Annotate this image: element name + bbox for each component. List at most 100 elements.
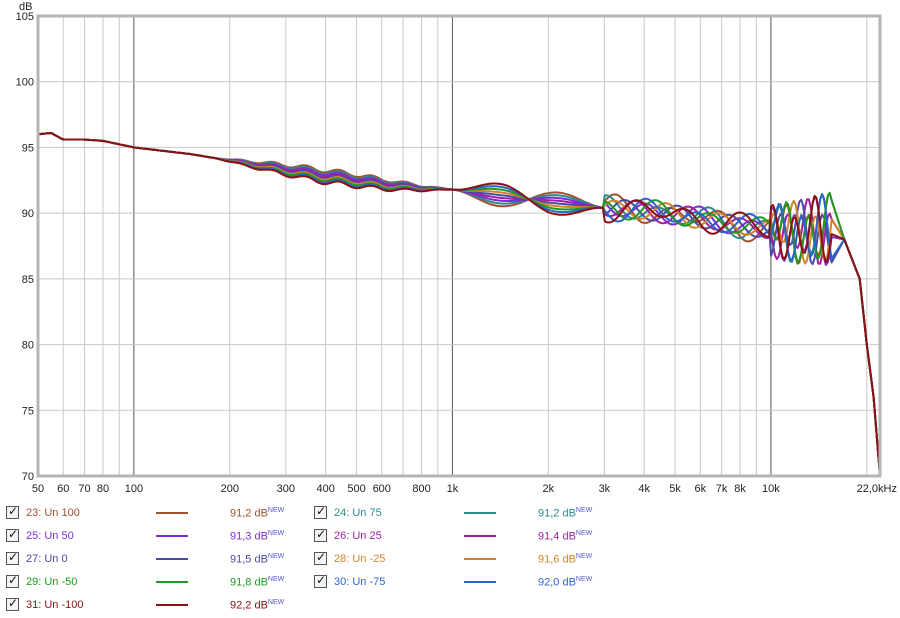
grid-layer [37,15,880,477]
y-tick-label: 105 [16,11,34,23]
x-tick-label: 60 [57,483,69,495]
legend-label: 27: Un 0 [26,553,68,565]
legend-value-text: 91,6 dB [538,553,576,566]
legend-value-text: 91,5 dB [230,553,268,566]
legend-item[interactable]: 28: Un -25 91,6 dBNEW [314,549,614,571]
plot-border [36,14,882,478]
x-tick-label: 6k [694,483,706,495]
legend-swatch [464,558,496,560]
legend-value-text: 91,2 dB [230,507,268,520]
x-tick-label: 7k [716,483,728,495]
legend-value-text: 92,0 dB [538,576,576,589]
legend-value-text: 91,3 dB [230,530,268,543]
x-tick-label: 80 [97,483,109,495]
legend-swatch [156,604,188,606]
legend-checkbox[interactable] [314,504,327,519]
legend-value: 91,4 dBNEW [538,530,618,543]
legend-swatch [464,512,496,514]
legend-label: 31: Un -100 [26,599,84,611]
y-tick-label: 85 [22,274,34,286]
legend-new-badge: NEW [575,507,593,514]
legend-value: 91,8 dBNEW [230,576,310,589]
x-tick-label: 800 [412,483,430,495]
legend-swatch [464,535,496,537]
y-tick-label: 70 [22,471,34,483]
x-tick-label: 200 [221,483,239,495]
x-tick-label: 400 [316,483,334,495]
legend-new-badge: NEW [267,507,285,514]
legend-new-badge: NEW [575,576,593,583]
x-tick-label: 1k [447,483,459,495]
x-tick-label: 300 [277,483,295,495]
series-layer [38,132,880,476]
x-tick-label: 4k [638,483,650,495]
legend-swatch [156,558,188,560]
legend-item[interactable]: 30: Un -75 92,0 dBNEW [314,572,614,594]
legend-label: 23: Un 100 [26,507,80,519]
legend-checkbox[interactable] [6,573,19,588]
legend-item[interactable]: 29: Un -50 91,8 dBNEW [6,572,306,594]
legend-label: 25: Un 50 [26,530,74,542]
legend-value: 91,3 dBNEW [230,530,310,543]
y-tick-label: 100 [16,77,34,89]
legend-item[interactable]: 31: Un -100 92,2 dBNEW [6,595,306,617]
legend-checkbox[interactable] [6,504,19,519]
y-tick-label: 75 [22,405,34,417]
legend-value-text: 92,2 dB [230,599,268,612]
legend-label: 26: Un 25 [334,530,382,542]
legend-new-badge: NEW [267,530,285,537]
legend-item[interactable]: 26: Un 25 91,4 dBNEW [314,526,614,548]
legend-label: 29: Un -50 [26,576,78,588]
x-tick-label: 50 [32,483,44,495]
legend-checkbox[interactable] [314,527,327,542]
legend-label: 30: Un -75 [334,576,386,588]
legend-item[interactable]: 27: Un 0 91,5 dBNEW [6,549,306,571]
legend-checkbox[interactable] [6,596,19,611]
legend-value-text: 91,4 dB [538,530,576,543]
legend-checkbox[interactable] [6,527,19,542]
legend-value: 92,0 dBNEW [538,576,618,589]
legend-new-badge: NEW [267,599,285,606]
x-tick-label: 100 [125,483,143,495]
legend-value-text: 91,8 dB [230,576,268,589]
legend-new-badge: NEW [575,553,593,560]
legend-checkbox[interactable] [314,573,327,588]
legend-label: 28: Un -25 [334,553,386,565]
legend-new-badge: NEW [575,530,593,537]
legend-checkbox[interactable] [314,550,327,565]
y-tick-label: 95 [22,142,34,154]
x-tick-label: 3k [599,483,611,495]
x-tick-label: 10k [762,483,780,495]
x-tick-label: 22,0kHz [857,483,897,495]
x-tick-label: 5k [669,483,681,495]
legend-value: 91,6 dBNEW [538,553,618,566]
x-tick-label: 70 [78,483,90,495]
legend-item[interactable]: 25: Un 50 91,3 dBNEW [6,526,306,548]
legend-item[interactable]: 23: Un 100 91,2 dBNEW [6,503,306,525]
x-tick-label: 500 [347,483,365,495]
x-tick-label: 8k [734,483,746,495]
y-tick-label: 80 [22,340,34,352]
legend-checkbox[interactable] [6,550,19,565]
legend-item[interactable]: 24: Un 75 91,2 dBNEW [314,503,614,525]
frequency-response-chart: 70 75 80 85 90 95 100 105 50 60 70 80 100 200 300 400 50… [16,1,897,495]
legend-swatch [464,581,496,583]
legend-value: 91,2 dBNEW [538,507,618,520]
legend-new-badge: NEW [267,576,285,583]
y-tick-label: 90 [22,208,34,220]
legend-value-text: 91,2 dB [538,507,576,520]
legend-value: 92,2 dBNEW [230,599,310,612]
x-tick-label: 2k [542,483,554,495]
chart-svg: 70 75 80 85 90 95 100 105 50 60 70 80 100 200 300 400 50… [16,1,897,495]
legend-value: 91,5 dBNEW [230,553,310,566]
legend-swatch [156,535,188,537]
legend-swatch [156,512,188,514]
y-axis-label: dB [19,1,32,13]
series-line [38,132,880,476]
legend-new-badge: NEW [267,553,285,560]
legend-value: 91,2 dBNEW [230,507,310,520]
x-tick-label: 600 [373,483,391,495]
tick-layer: 70 75 80 85 90 95 100 105 50 60 70 80 100 200 300 400 50… [16,11,897,495]
plot-area [37,15,881,477]
